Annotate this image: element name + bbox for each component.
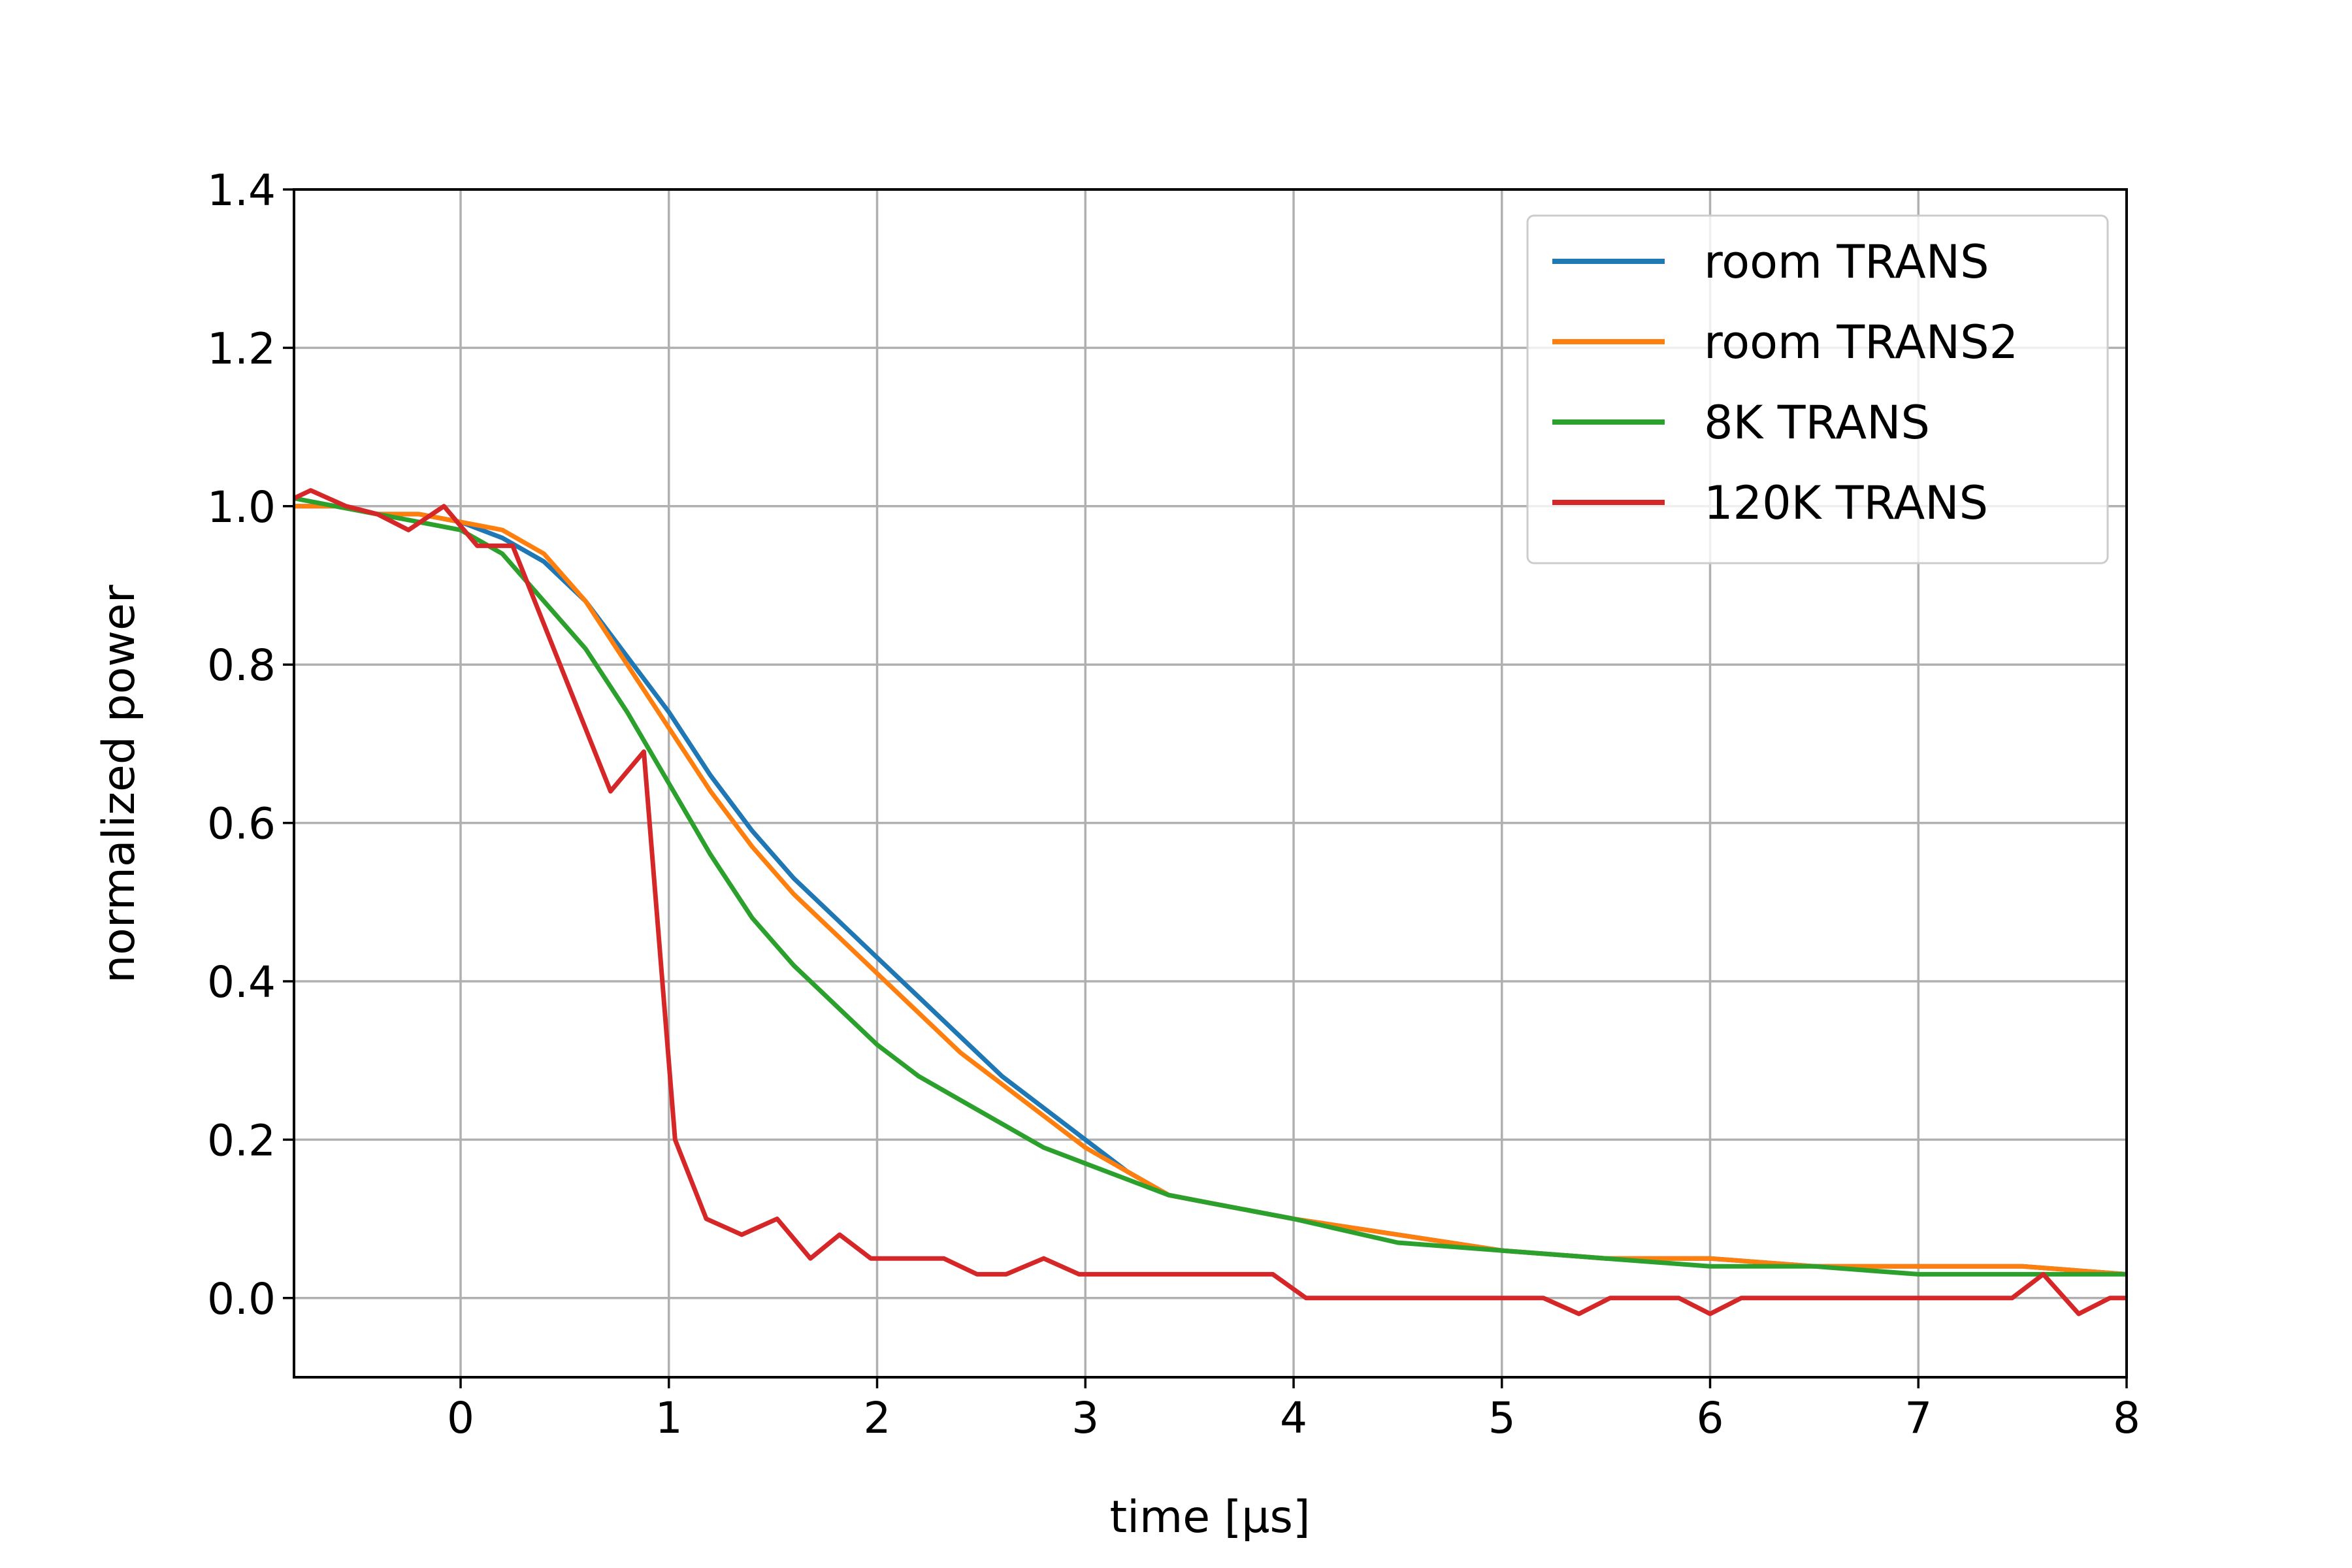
legend-label: room TRANS2 (1704, 316, 2018, 369)
x-axis-label: time [μs] (1110, 1492, 1311, 1543)
y-tick-label: 1.2 (207, 323, 276, 374)
legend-label: 120K TRANS (1704, 476, 1988, 530)
x-tick-label: 3 (1071, 1393, 1099, 1443)
legend-label: room TRANS (1704, 235, 1989, 289)
x-tick-label: 1 (655, 1393, 683, 1443)
x-tick-label: 2 (864, 1393, 891, 1443)
x-tick-label: 7 (1904, 1393, 1932, 1443)
y-tick-label: 1.4 (207, 165, 276, 216)
series-group (293, 488, 2127, 1316)
y-tick-label: 0.2 (207, 1115, 276, 1166)
y-tick-label: 0.4 (207, 957, 276, 1007)
legend-label: 8K TRANS (1704, 396, 1930, 449)
x-tick-label: 4 (1280, 1393, 1307, 1443)
plot-frame (293, 188, 2128, 1379)
ticks: 0 1 2 3 4 5 6 7 8 0.0 0.2 0.4 0.6 0.8 1.0 1.2 1.4 (207, 165, 2140, 1443)
y-tick-label: 1.0 (207, 482, 276, 532)
y-tick-label: 0.8 (207, 640, 276, 691)
x-tick-label: 0 (447, 1393, 474, 1443)
x-tick-label: 6 (1697, 1393, 1724, 1443)
legend-box (1526, 214, 2109, 564)
x-tick-label: 8 (2113, 1393, 2140, 1443)
x-tick-label: 5 (1488, 1393, 1516, 1443)
series-line-3 (293, 496, 2127, 1277)
y-tick-label: 0.0 (207, 1274, 276, 1324)
legend: room TRANS room TRANS2 8K TRANS 120K TRANS (1526, 214, 2109, 564)
y-axis-label: normalized power (93, 585, 145, 983)
y-tick-label: 0.6 (207, 799, 276, 849)
series-line-4 (293, 488, 2127, 1316)
